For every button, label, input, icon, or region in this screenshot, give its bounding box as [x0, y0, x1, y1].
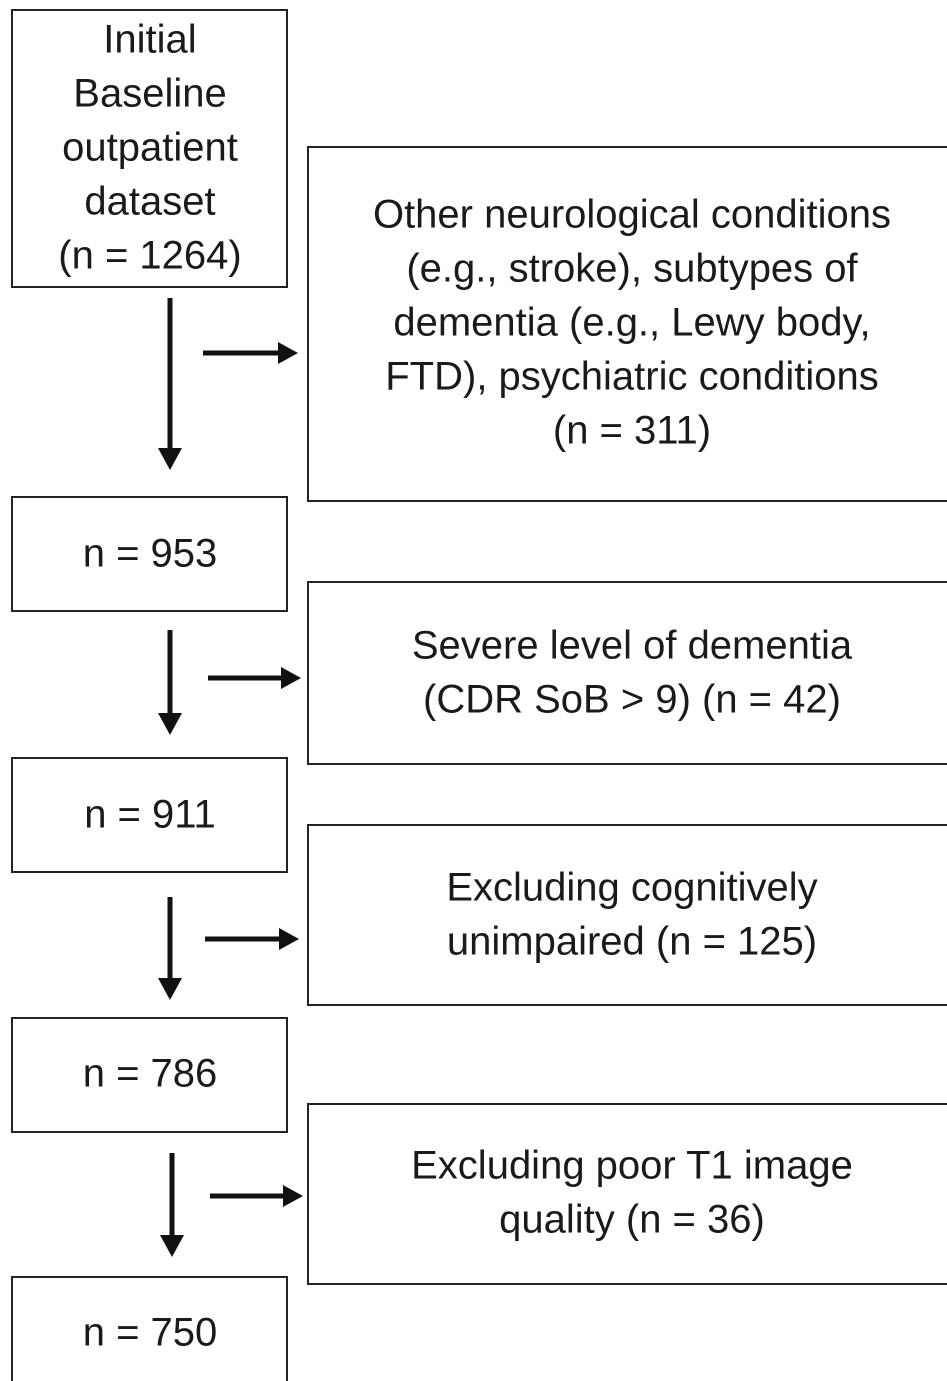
node-label: outpatient — [62, 126, 238, 170]
node-label: n = 786 — [83, 1052, 218, 1096]
box — [11, 9, 288, 288]
node-label: (e.g., stroke), subtypes of — [406, 247, 858, 291]
node-label: n = 750 — [83, 1311, 218, 1355]
box — [307, 581, 947, 765]
node-label: quality (n = 36) — [499, 1198, 765, 1242]
node-label: Initial — [103, 18, 196, 62]
box — [11, 1017, 288, 1133]
node-label: (n = 1264) — [58, 234, 241, 278]
node-label: FTD), psychiatric conditions — [385, 355, 878, 399]
node-label: Excluding poor T1 image — [411, 1144, 853, 1188]
node-label: Baseline — [73, 72, 226, 116]
node-label: (CDR SoB > 9) (n = 42) — [423, 678, 841, 722]
node-label: Severe level of dementia — [412, 624, 853, 668]
box — [11, 496, 288, 612]
arrowhead — [160, 1235, 184, 1257]
node-label: n = 911 — [84, 793, 216, 837]
box — [11, 1276, 288, 1381]
arrowhead — [158, 713, 182, 735]
node-label: (n = 311) — [553, 409, 711, 453]
box — [307, 146, 947, 502]
arrowhead — [158, 978, 182, 1000]
arrowhead — [283, 1185, 303, 1207]
node-label: dementia (e.g., Lewy body, — [393, 301, 870, 345]
node-label: Excluding cognitively — [446, 866, 817, 910]
node-label: n = 953 — [83, 532, 218, 576]
arrowhead — [279, 928, 299, 950]
arrows — [158, 298, 303, 1257]
node-label: Other neurological conditions — [373, 193, 891, 237]
node-label: dataset — [84, 180, 215, 224]
box — [307, 824, 947, 1006]
arrowhead — [281, 667, 301, 689]
box — [307, 1103, 947, 1285]
box — [11, 757, 288, 873]
node-label: unimpaired (n = 125) — [447, 920, 817, 964]
arrowhead — [278, 342, 298, 364]
arrowhead — [158, 448, 182, 470]
